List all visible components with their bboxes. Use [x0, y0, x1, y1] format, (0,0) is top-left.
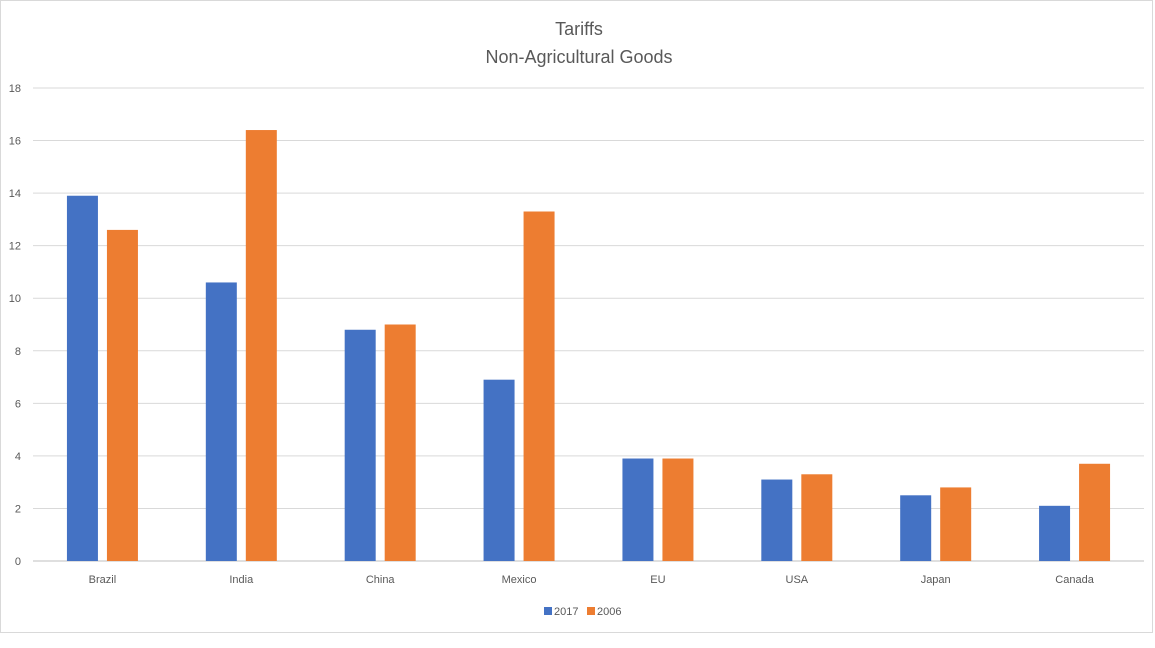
y-tick-label: 10	[9, 293, 21, 305]
bar-india-2017	[205, 282, 237, 561]
x-tick-label: India	[229, 574, 254, 586]
legend-label-2006: 2006	[597, 606, 621, 618]
y-tick-label: 6	[15, 398, 21, 410]
legend-swatch-2017	[544, 607, 552, 615]
bar-eu-2006	[662, 458, 694, 561]
gridlines	[33, 87, 1144, 562]
bar-china-2006	[384, 324, 416, 561]
y-tick-label: 4	[15, 451, 21, 463]
y-axis-ticks: 0 2 4 6 8 10 12 14 16 18	[9, 83, 21, 568]
bar-china-2017	[344, 329, 376, 561]
legend-swatch-2006	[587, 607, 595, 615]
bar-eu-2017	[622, 458, 654, 561]
x-tick-label: Japan	[921, 574, 951, 586]
y-tick-label: 0	[15, 556, 21, 568]
bar-usa-2006	[801, 474, 833, 561]
chart-subtitle: Non-Agricultural Goods	[485, 47, 672, 67]
x-tick-label: USA	[786, 574, 809, 586]
x-tick-label: China	[366, 574, 396, 586]
x-tick-label: Canada	[1055, 574, 1094, 586]
y-tick-label: 8	[15, 346, 21, 358]
y-tick-label: 14	[9, 188, 21, 200]
bar-mexico-2006	[523, 211, 555, 561]
x-tick-label: EU	[650, 574, 665, 586]
y-tick-label: 16	[9, 136, 21, 148]
bar-brazil-2006	[106, 229, 138, 561]
x-tick-label: Mexico	[502, 574, 537, 586]
y-tick-label: 2	[15, 503, 21, 515]
bar-canada-2006	[1079, 463, 1111, 561]
chart-title: Tariffs	[555, 19, 603, 39]
bar-usa-2017	[761, 479, 793, 561]
y-tick-label: 12	[9, 241, 21, 253]
bar-canada-2017	[1039, 505, 1071, 561]
legend: 2017 2006	[544, 606, 621, 618]
legend-label-2017: 2017	[554, 606, 578, 618]
bar-india-2006	[245, 130, 277, 562]
bar-japan-2006	[940, 487, 972, 561]
bar-brazil-2017	[66, 195, 98, 561]
y-tick-label: 18	[9, 83, 21, 95]
chart-frame: Tariffs Non-Agricultural Goods 0 2 4 6 8 10 12…	[0, 0, 1153, 633]
bar-mexico-2017	[483, 379, 515, 561]
x-tick-label: Brazil	[89, 574, 117, 586]
x-axis-ticks: Brazil India China Mexico EU USA Japan Canada	[89, 574, 1095, 586]
bar-japan-2017	[900, 495, 932, 561]
bar-chart: Tariffs Non-Agricultural Goods 0 2 4 6 8 10 12…	[9, 19, 1144, 618]
bars	[66, 130, 1111, 562]
